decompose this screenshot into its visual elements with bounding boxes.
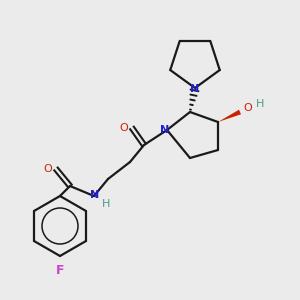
- Text: N: N: [160, 125, 169, 135]
- Text: O: O: [244, 103, 252, 113]
- Text: N: N: [190, 84, 200, 94]
- Text: H: H: [256, 99, 264, 109]
- Text: F: F: [56, 265, 64, 278]
- Polygon shape: [218, 110, 241, 122]
- Text: O: O: [120, 123, 128, 133]
- Text: O: O: [44, 164, 52, 174]
- Text: H: H: [102, 199, 110, 209]
- Text: N: N: [90, 190, 100, 200]
